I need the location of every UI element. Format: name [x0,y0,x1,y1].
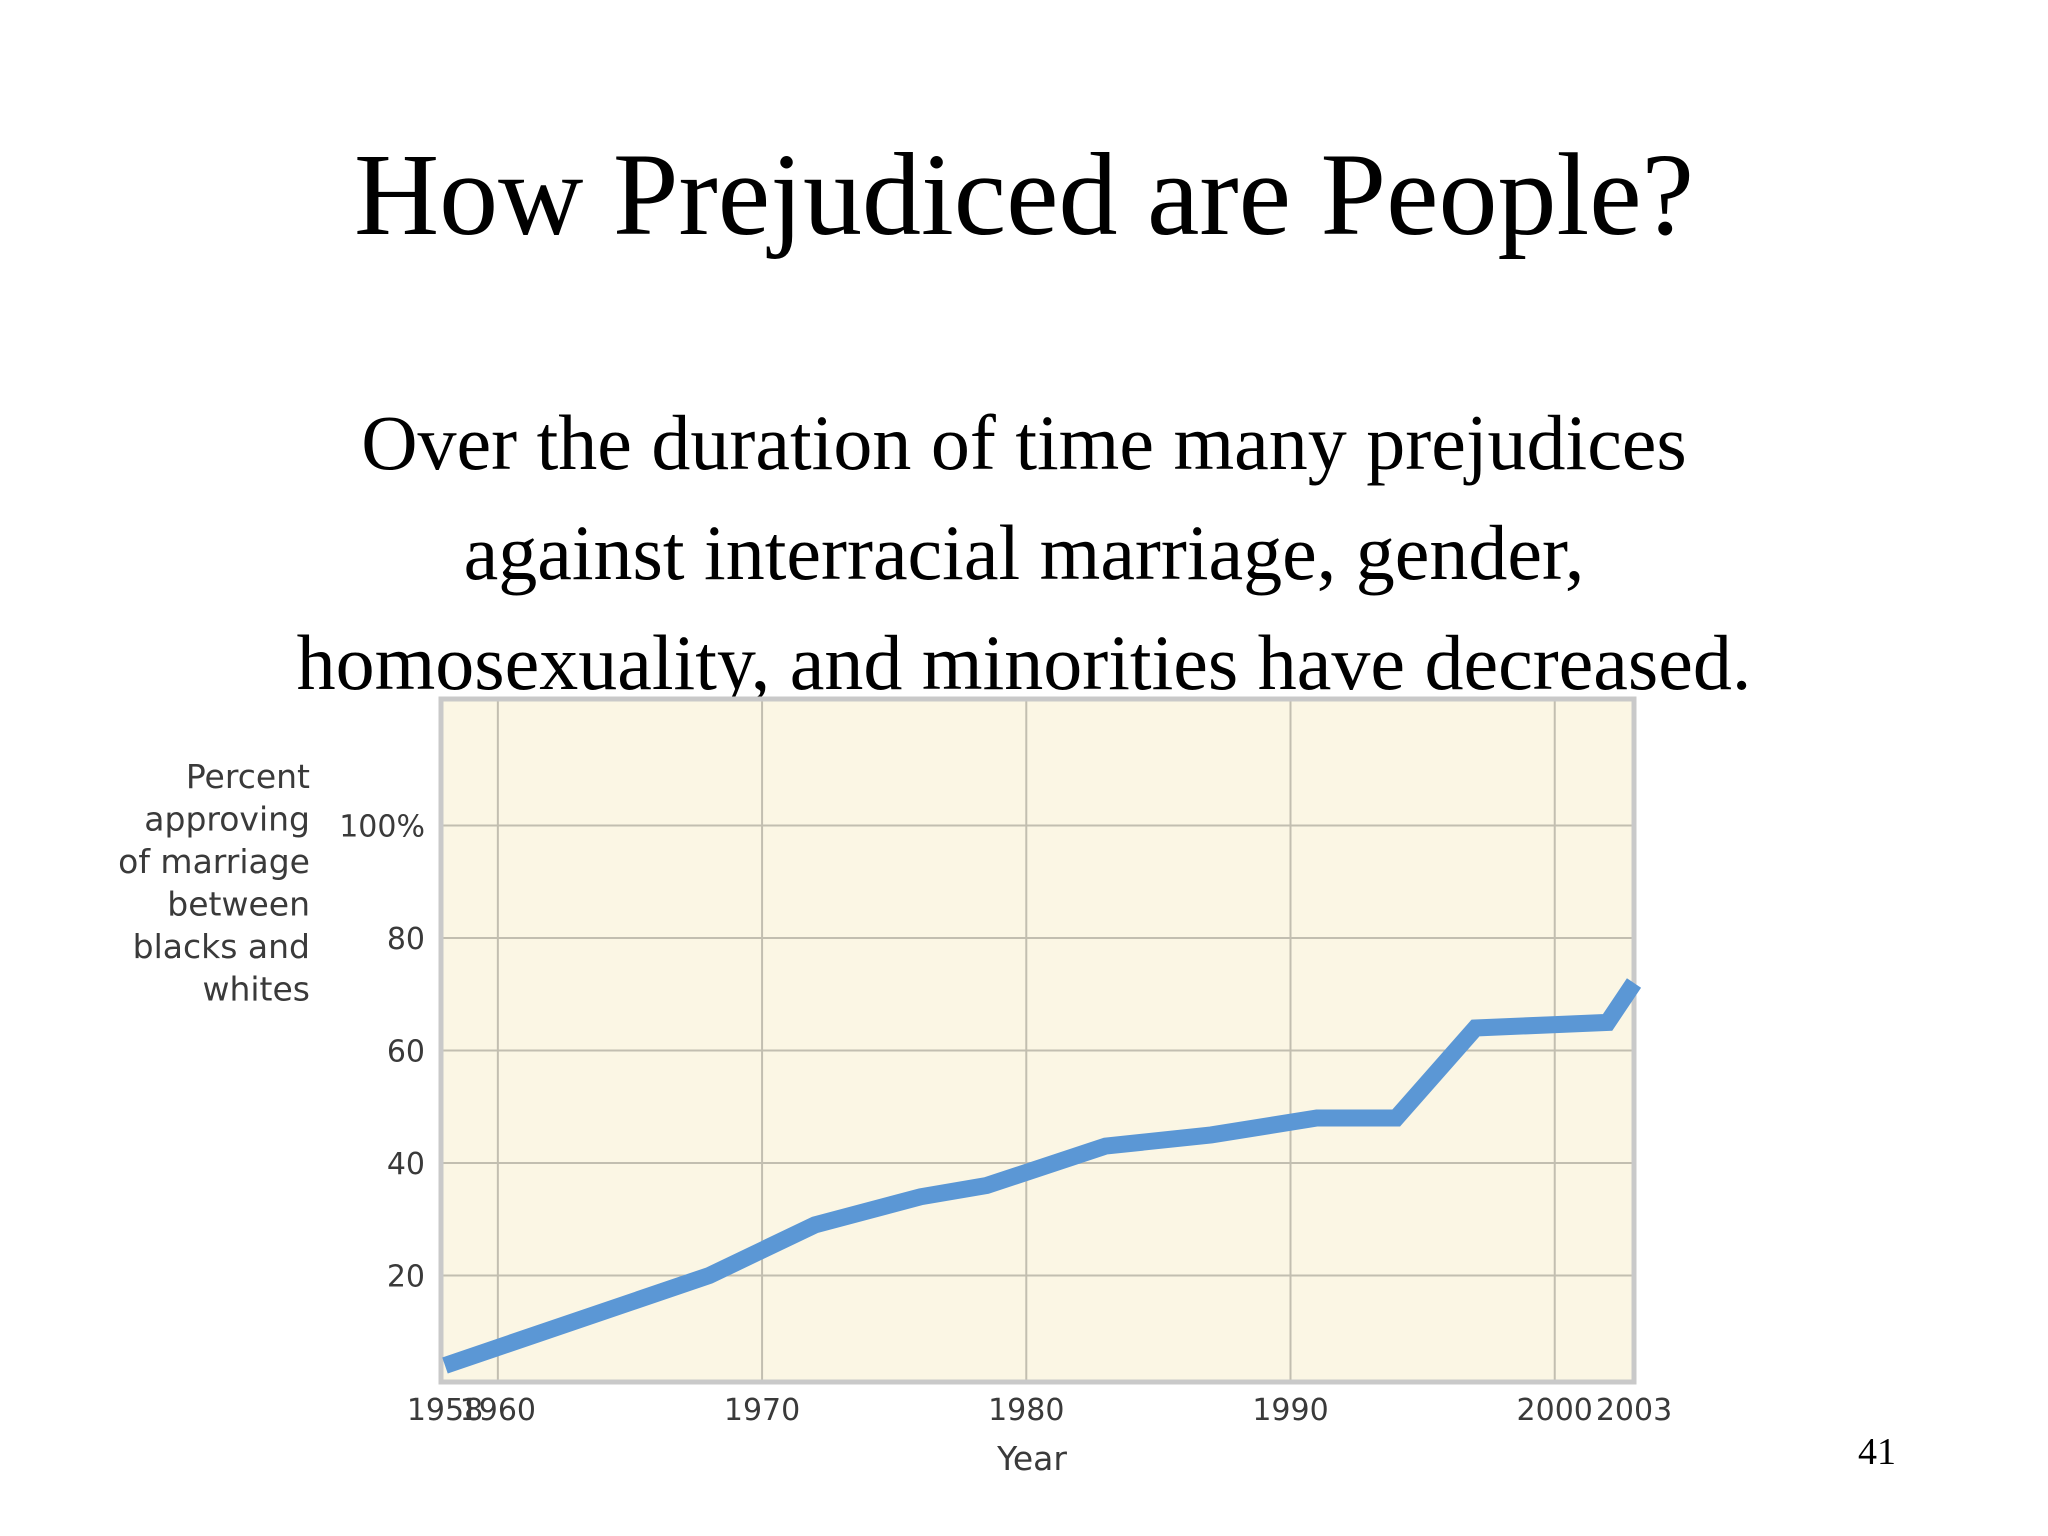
x-tick-label: 1960 [460,1393,536,1428]
x-tick-label: 1970 [724,1393,800,1428]
y-tick-label: 40 [387,1147,425,1182]
y-axis-label-line: approving [144,800,310,839]
x-tick-label: 1980 [988,1393,1064,1428]
x-tick-label: 2000 [1517,1393,1593,1428]
plot-frame [438,696,1637,1385]
y-tick-label: 20 [387,1260,425,1295]
x-tick-label: 1990 [1252,1393,1328,1428]
body-line-2: against interracial marriage, gender, [463,509,1585,596]
y-axis-label-line: blacks and [133,927,310,966]
slide-body: Over the duration of time many prejudice… [0,388,2048,718]
slide-title: How Prejudiced are People? [353,129,1695,260]
y-axis-label-line: between [167,885,310,924]
y-axis-label-line: whites [202,970,310,1009]
x-axis-label: Year [996,1439,1067,1478]
body-line-3: homosexuality, and minorities have decre… [296,619,1752,706]
body-line-1: Over the duration of time many prejudice… [361,399,1687,486]
y-axis-label-line: Percent [186,757,310,796]
x-tick-label: 1958 [407,1393,483,1428]
y-tick-label: 100% [339,810,425,845]
y-axis-label-line: of marriage [118,842,310,881]
y-tick-label: 80 [387,922,425,957]
y-tick-label: 60 [387,1035,425,1070]
page-number: 41 [1858,1431,1896,1473]
series-line [442,978,1642,1374]
x-tick-label: 2003 [1596,1393,1672,1428]
plot-background [441,699,1634,1382]
